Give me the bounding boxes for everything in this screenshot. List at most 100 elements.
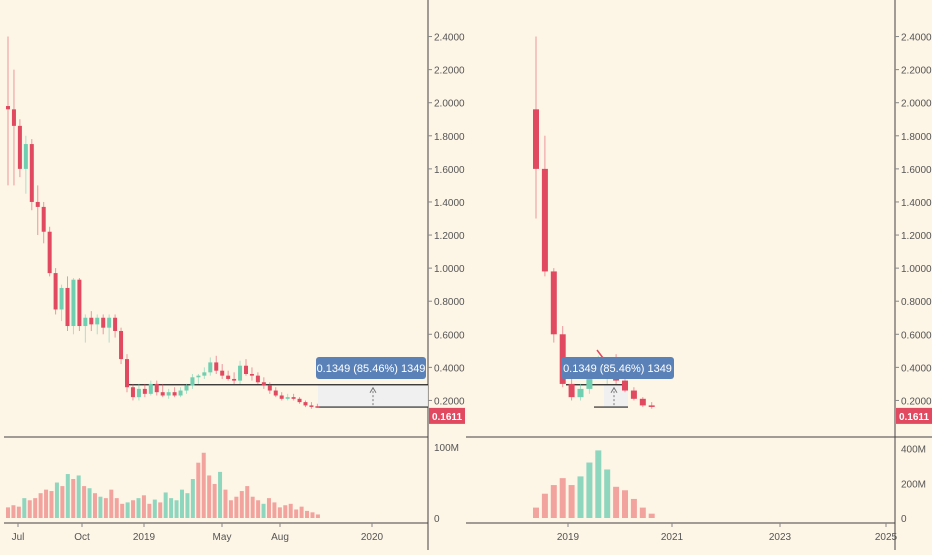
right-candle-body [622,380,628,391]
left-candle-body [125,359,129,388]
left-volume-bar [141,495,146,518]
right-chart-panel[interactable]: 2.4000 2.2000 2.0000 1.8000 1.6000 1.4000 1.20… [466,0,932,550]
left-candle-body [17,125,22,169]
left-candle-body [303,402,308,406]
left-volume-bar [6,507,10,518]
left-volume-bar [239,491,244,518]
left-volume-bar [11,505,16,518]
right-x-tick-label: 2025 [875,532,898,543]
left-candle-body [130,387,135,398]
right-volume-bar [550,485,557,518]
left-candle-body [232,378,237,381]
left-volume-bar [125,502,130,518]
left-volume-bar [234,496,239,518]
right-volume-bar [568,485,575,518]
left-volume-bar [16,506,21,518]
left-volume-bar [207,475,212,518]
left-candle-body [83,317,88,327]
right-y-tick-label: 0.8000 [901,297,932,308]
right-candle-body [533,109,539,169]
left-volume-bar [152,499,157,518]
right-candle-body [541,168,548,272]
right-candle-body [577,388,584,398]
right-volume-bar [639,507,646,518]
left-volume-bar [174,500,179,518]
left-chart-panel[interactable]: 2.4000 2.2000 2.0000 1.8000 1.6000 1.4000 1.20… [4,0,465,550]
left-y-tick-label: 2.2000 [434,66,465,77]
left-volume-bar [44,489,49,518]
left-x-tick-label: Aug [271,532,289,543]
left-candle-body [184,385,189,391]
left-candle-body [77,279,82,327]
right-candle-body [648,405,655,407]
left-volume-bar [310,512,315,518]
left-volume-bar [92,493,97,518]
left-x-tick-label: Oct [74,532,90,543]
left-volume-bar [201,452,206,518]
left-candle-body [65,287,70,327]
left-candle-body [142,388,147,394]
left-last-price-tag [429,407,465,424]
left-y-tick-label: 2.0000 [434,99,465,110]
left-candle-body [113,317,118,331]
left-volume-bar [196,462,201,518]
right-y-tick-label: 1.0000 [901,264,932,275]
left-volume-bar [163,492,168,518]
left-candle-body [23,144,28,169]
left-volume-bar [266,498,271,518]
right-volume-bar [648,513,655,518]
left-volume-bar [288,503,293,518]
left-measure-arrow-head [369,386,377,394]
left-candle-body [196,375,201,378]
left-candle-body [107,317,112,328]
left-candle-body [202,372,207,376]
right-candle-body [586,373,593,389]
left-volume-bar [277,507,282,518]
left-y-tick-label: 0.6000 [434,330,465,341]
right-x-tick-label: 2021 [661,532,684,543]
left-candle-body [285,397,290,399]
left-volume-bar [109,489,114,518]
left-volume-bar [87,488,92,518]
left-candle-body [41,206,46,232]
left-volume-bar [179,489,184,518]
left-candle-body [154,383,159,393]
left-volume-bar [272,502,277,518]
left-volume-bar [33,498,38,518]
left-volume-bar [218,471,223,518]
left-volume-bar [103,498,108,518]
left-volume-bar [76,475,81,518]
left-volume-bar [136,498,141,518]
left-candle-body [160,392,165,396]
left-candle-body [315,406,320,408]
right-volume-tick-label: 0 [901,514,907,525]
right-last-price-tag [896,407,932,424]
left-volume-bar [185,493,190,518]
left-volume-bar [169,498,174,518]
left-y-tick-label: 0.8000 [434,297,465,308]
left-candle-body [166,392,171,396]
right-y-tick-label: 1.8000 [901,132,932,143]
right-x-tick-label: 2023 [769,532,792,543]
left-candle-body [6,106,10,110]
left-volume-bar [283,505,288,518]
left-y-tick-label: 0.4000 [434,363,465,374]
right-volume-bar [559,478,566,518]
right-x-tick-label: 2019 [557,532,580,543]
left-volume-bar [49,491,54,518]
right-volume-bar [577,476,584,518]
left-last-price-label: 0.1611 [432,412,462,423]
left-candle-body [190,377,195,386]
left-volume-bar [256,500,261,518]
left-candle-body [178,390,183,396]
left-x-tick-label: 2019 [133,532,156,543]
right-y-tick-label: 0.4000 [901,363,932,374]
left-candle-body [273,390,278,396]
left-candle-body [214,362,219,371]
left-candle-body [261,382,266,386]
left-volume-bar [305,510,310,518]
left-volume-bar [212,483,217,518]
left-candle-body [244,365,248,374]
